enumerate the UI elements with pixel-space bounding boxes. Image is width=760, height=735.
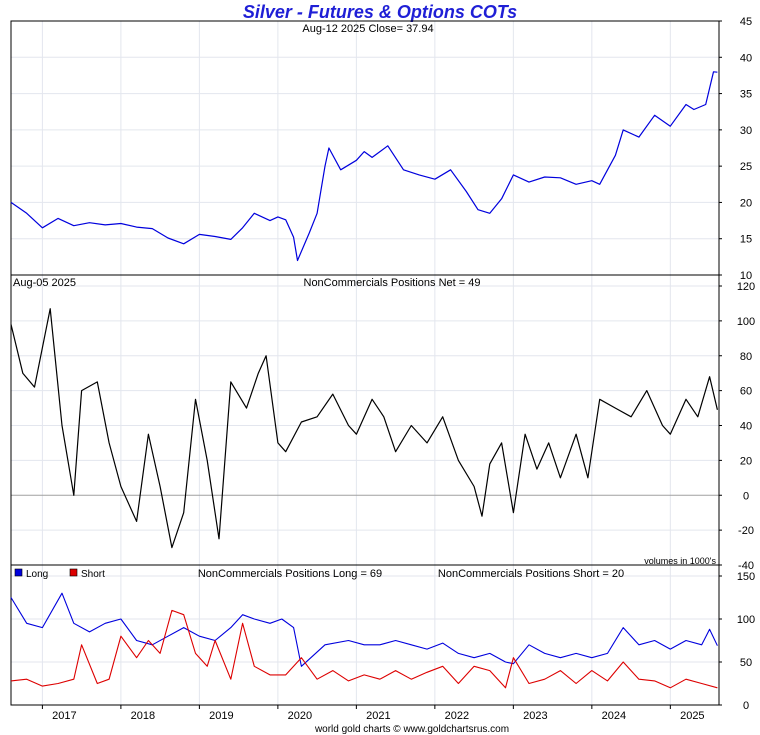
- y-tick-label: -20: [738, 525, 754, 537]
- y-tick-label: 100: [737, 316, 755, 328]
- y-tick-label: 120: [737, 281, 755, 293]
- price-header-text: Aug-12 2025 Close= 37.94: [302, 23, 433, 35]
- y-tick-label: -40: [738, 560, 754, 572]
- y-tick-label: 80: [740, 351, 752, 363]
- x-tick-label: 2024: [602, 710, 626, 722]
- y-tick-label: 60: [740, 386, 752, 398]
- x-tick-label: 2021: [366, 710, 390, 722]
- x-tick-label: 2019: [209, 710, 233, 722]
- net-header-text: NonCommercials Positions Net = 49: [304, 277, 481, 289]
- footer-credit: world gold charts © www.goldchartsrus.co…: [314, 724, 509, 735]
- net-positions-series-line: [10, 308, 718, 549]
- x-tick-label: 2023: [523, 710, 547, 722]
- x-tick-label: 2017: [52, 710, 76, 722]
- x-tick-label: 2018: [131, 710, 155, 722]
- y-tick-label: 0: [743, 490, 749, 502]
- y-tick-label: 20: [740, 455, 752, 467]
- net-date-label: Aug-05 2025: [13, 277, 76, 289]
- y-tick-label: 10: [740, 270, 752, 282]
- y-tick-label: 40: [740, 421, 752, 433]
- price-series-line: [10, 71, 718, 262]
- legend-label-long: Long: [26, 569, 48, 580]
- legend-label-short: Short: [81, 569, 105, 580]
- chart-title: Silver - Futures & Options COTs: [242, 2, 518, 22]
- y-tick-label: 45: [740, 16, 752, 28]
- x-tick-label: 2022: [445, 710, 469, 722]
- y-tick-label: 50: [740, 657, 752, 669]
- y-tick-label: 20: [740, 197, 752, 209]
- positions-long-series-line: [10, 592, 718, 667]
- long-header-text: NonCommercials Positions Long = 69: [198, 568, 382, 580]
- y-tick-label: 0: [743, 700, 749, 712]
- y-tick-label: 15: [740, 234, 752, 246]
- y-tick-label: 35: [740, 89, 752, 101]
- legend-swatch-short: [69, 568, 78, 577]
- panel-frame: [10, 564, 720, 706]
- volumes-note: volumes in 1000's: [644, 556, 716, 566]
- y-tick-label: 30: [740, 125, 752, 137]
- legend-swatch-long: [14, 568, 23, 577]
- panel-frame: [10, 20, 720, 276]
- positions-short-series-line: [10, 609, 718, 689]
- x-tick-label: 2020: [288, 710, 312, 722]
- x-tick-label: 2025: [680, 710, 704, 722]
- y-tick-label: 25: [740, 161, 752, 173]
- short-header-text: NonCommercials Positions Short = 20: [438, 568, 624, 580]
- y-tick-label: 40: [740, 52, 752, 64]
- y-tick-label: 150: [737, 571, 755, 583]
- panel-frame: [10, 274, 720, 566]
- y-tick-label: 100: [737, 614, 755, 626]
